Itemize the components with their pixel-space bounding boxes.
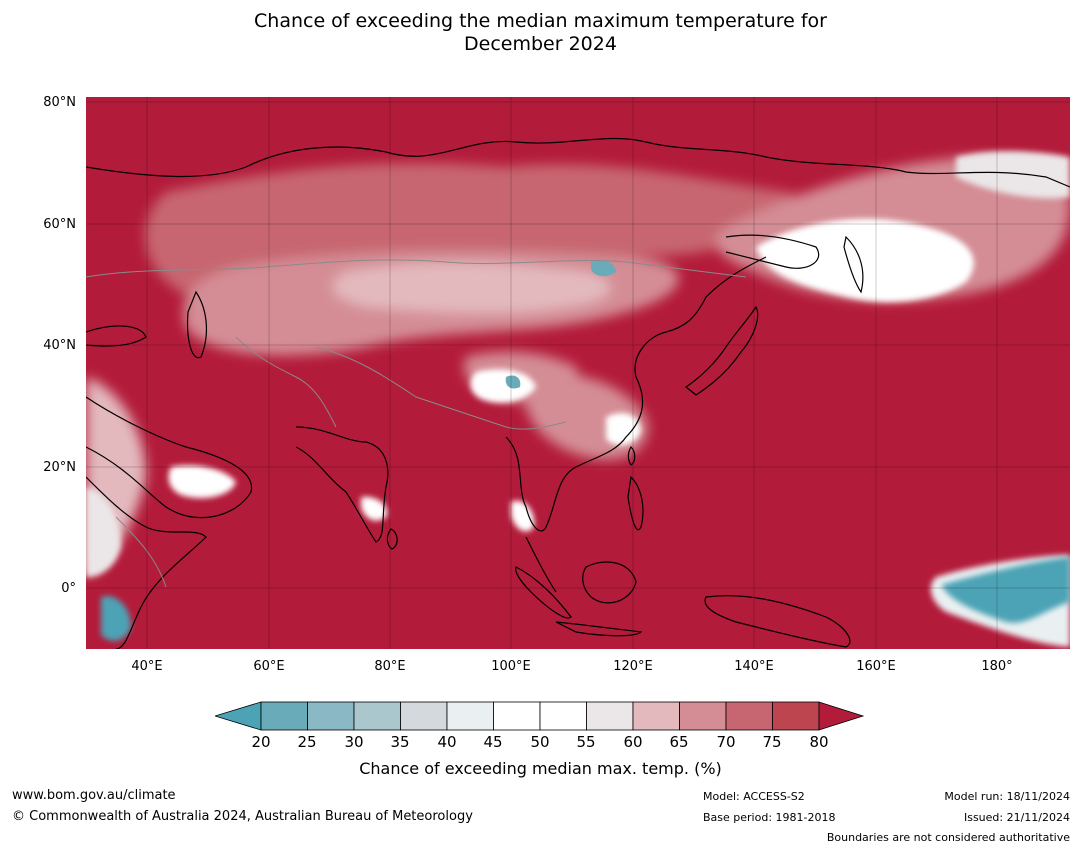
patch-africa-white bbox=[86, 487, 121, 577]
issued-text: Issued: 21/11/2024 bbox=[963, 811, 1070, 824]
cbar-tick-75: 75 bbox=[762, 733, 782, 751]
title-line-2: December 2024 bbox=[464, 33, 617, 55]
coast-india bbox=[295, 426, 389, 543]
cbar-tick-55: 55 bbox=[576, 733, 596, 751]
cbar-tick-60: 60 bbox=[623, 733, 643, 751]
colorbar-segment-4 bbox=[446, 701, 494, 731]
border-russia-south bbox=[86, 259, 747, 278]
cbar-tick-35: 35 bbox=[390, 733, 410, 751]
colorbar-segment-5 bbox=[493, 701, 541, 731]
coast-caspian bbox=[186, 290, 207, 359]
cbar-tick-65: 65 bbox=[669, 733, 689, 751]
title-line-1: Chance of exceeding the median maximum t… bbox=[254, 10, 827, 32]
coast-philippines bbox=[627, 475, 644, 531]
coast-taiwan bbox=[627, 446, 636, 466]
lon-label-180: 180° bbox=[981, 659, 1013, 674]
cbar-tick-20: 20 bbox=[251, 733, 271, 751]
border-africa bbox=[115, 516, 167, 588]
patch-africa-teal bbox=[101, 596, 131, 641]
coast-sumatra bbox=[515, 566, 572, 619]
lat-label-0: 0° bbox=[61, 581, 76, 596]
patch-vietnam-white bbox=[511, 500, 535, 532]
cbar-tick-40: 40 bbox=[437, 733, 457, 751]
coast-srilanka bbox=[386, 528, 398, 550]
patch-arabia-white bbox=[168, 465, 236, 499]
coast-okhotsk bbox=[725, 234, 820, 269]
below-median-patches bbox=[101, 260, 1070, 641]
website-link[interactable]: www.bom.gov.au/climate bbox=[12, 788, 176, 803]
cbar-tick-25: 25 bbox=[297, 733, 317, 751]
coast-borneo bbox=[582, 561, 637, 604]
colorbar-segment-9 bbox=[679, 701, 727, 731]
lat-label-80n: 80°N bbox=[43, 95, 76, 110]
patch-china-white bbox=[470, 369, 536, 403]
map-title: Chance of exceeding the median maximum t… bbox=[0, 10, 1081, 56]
patch-china-teal bbox=[505, 375, 521, 389]
colorbar-label: Chance of exceeding median max. temp. (%… bbox=[359, 759, 722, 778]
coast-japan bbox=[684, 305, 759, 396]
coast-malay bbox=[525, 536, 557, 593]
lon-label-140e: 140°E bbox=[734, 659, 774, 674]
model-text: Model: ACCESS-S2 bbox=[703, 790, 805, 803]
colorbar-segment-10 bbox=[725, 701, 773, 731]
coastlines bbox=[86, 137, 1070, 649]
colorbar-segment-3 bbox=[400, 701, 448, 731]
lat-label-40n: 40°N bbox=[43, 338, 76, 353]
cbar-tick-50: 50 bbox=[530, 733, 550, 751]
coast-se-asia bbox=[505, 256, 767, 532]
lat-label-60n: 60°N bbox=[43, 217, 76, 232]
cbar-tick-80: 80 bbox=[809, 733, 829, 751]
colorbar-segment-6 bbox=[539, 701, 587, 731]
lon-label-40e: 40°E bbox=[131, 659, 163, 674]
colorbar-segment-7 bbox=[586, 701, 634, 731]
border-china bbox=[315, 346, 567, 430]
colorbar-extend-high bbox=[818, 701, 865, 731]
patch-mongolia-teal bbox=[591, 260, 616, 277]
colorbar-segment-0 bbox=[260, 701, 308, 731]
coast-arabia bbox=[86, 396, 253, 519]
probability-map bbox=[86, 97, 1070, 649]
graticule bbox=[86, 97, 1070, 649]
copyright-text: © Commonwealth of Australia 2024, Austra… bbox=[12, 809, 473, 824]
colorbar-segment-1 bbox=[307, 701, 355, 731]
colorbar-extend-low bbox=[215, 701, 262, 731]
lon-label-120e: 120°E bbox=[613, 659, 653, 674]
model-run-text: Model run: 18/11/2024 bbox=[944, 790, 1070, 803]
disclaimer-text: Boundaries are not considered authoritat… bbox=[826, 831, 1070, 844]
cbar-tick-45: 45 bbox=[483, 733, 503, 751]
patch-mongolia bbox=[332, 262, 611, 313]
patch-coast-white bbox=[606, 412, 641, 446]
coast-java bbox=[555, 621, 643, 637]
coast-red-sea-africa bbox=[86, 476, 207, 649]
cbar-tick-70: 70 bbox=[716, 733, 736, 751]
coast-arctic bbox=[86, 137, 1070, 188]
lon-label-80e: 80°E bbox=[374, 659, 406, 674]
colorbar bbox=[215, 701, 865, 731]
country-borders bbox=[86, 259, 747, 588]
colorbar-segment-11 bbox=[772, 701, 820, 731]
patch-arctic-east bbox=[956, 151, 1070, 199]
cbar-tick-30: 30 bbox=[344, 733, 364, 751]
lon-label-160e: 160°E bbox=[856, 659, 896, 674]
lon-label-60e: 60°E bbox=[253, 659, 285, 674]
border-central-asia bbox=[235, 336, 337, 428]
lat-label-20n: 20°N bbox=[43, 460, 76, 475]
patch-kamchatka bbox=[756, 218, 974, 302]
colorbar-segment-8 bbox=[632, 701, 680, 731]
patch-pacific-teal bbox=[941, 557, 1070, 623]
coast-new-guinea bbox=[704, 595, 851, 648]
coast-black-sea bbox=[86, 325, 147, 347]
base-period-text: Base period: 1981-2018 bbox=[703, 811, 836, 824]
colorbar-segment-2 bbox=[353, 701, 401, 731]
lon-label-100e: 100°E bbox=[491, 659, 531, 674]
patch-india-white bbox=[361, 496, 387, 521]
coast-kamchatka bbox=[843, 235, 864, 294]
